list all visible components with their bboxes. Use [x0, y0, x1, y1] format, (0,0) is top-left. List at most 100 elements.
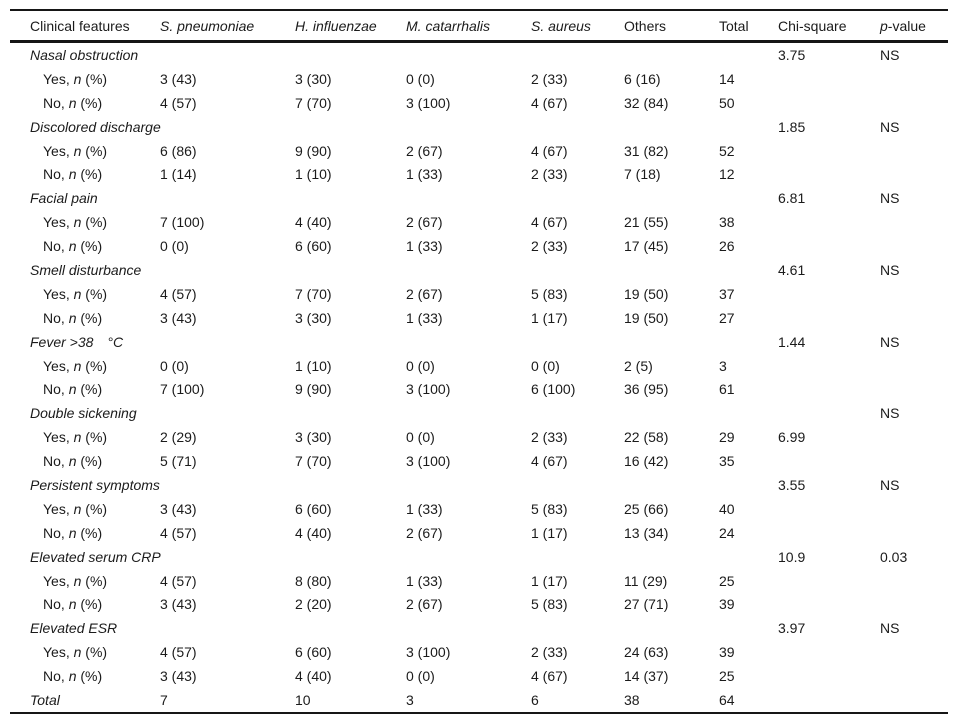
value-cell: 4 (57) [160, 572, 197, 589]
feature-label: Fever >38 °C [30, 333, 124, 350]
no-row: No, n (%) 3 (43) 4 (40) 0 (0) 4 (67) 14 (37) 2… [10, 664, 948, 688]
p-value-cell [880, 306, 948, 330]
p-value-cell: NS [880, 476, 900, 493]
text-part: No, [43, 166, 69, 183]
value-cell: 27 (71) [624, 596, 669, 613]
no-label-cell: No, n (%) [10, 521, 160, 545]
table-header: Clinical features S. pneumoniae H. influen… [10, 10, 948, 43]
feature-label: Persistent symptoms [30, 476, 160, 493]
value-cell [719, 115, 778, 139]
text-part: (%) [81, 644, 108, 661]
value-cell [719, 186, 778, 210]
feature-label-cell: Nasal obstruction [10, 42, 160, 67]
value-cell: 24 [719, 524, 735, 541]
table-body: Nasal obstruction 3.75 NS Yes, n (%) 3 (43) 3… [10, 42, 948, 713]
value-cell [624, 401, 719, 425]
yes-row: Yes, n (%) 2 (29) 3 (30) 0 (0) 2 (33) 22 (58)… [10, 425, 948, 449]
value-cell: 4 (57) [160, 285, 197, 302]
value-cell: 21 (55) [624, 214, 669, 231]
value-cell: 32 (84) [624, 94, 669, 111]
value-cell: 0 (0) [160, 238, 189, 255]
value-cell [531, 473, 624, 497]
column-header: Others [624, 10, 719, 43]
value-cell: 38 [719, 214, 735, 231]
p-value-cell [880, 67, 948, 91]
feature-label: Nasal obstruction [30, 46, 139, 63]
chi-square-cell [778, 306, 880, 330]
value-cell: 9 (90) [295, 381, 332, 398]
text-part: (%) [81, 357, 108, 374]
text-part: (%) [76, 94, 103, 111]
no-label-cell: No, n (%) [10, 234, 160, 258]
p-value-cell: NS [880, 118, 900, 135]
text-part: Chi-square [778, 17, 847, 34]
no-label-cell: No, n (%) [10, 664, 160, 688]
value-cell [719, 330, 778, 354]
value-cell [160, 330, 295, 354]
value-cell: 2 (29) [160, 429, 197, 446]
value-cell: 7 (100) [160, 214, 205, 231]
p-value-cell [880, 497, 948, 521]
column-header: Total [719, 10, 778, 43]
text-part: (%) [76, 596, 103, 613]
value-cell [531, 616, 624, 640]
p-value-cell [880, 162, 948, 186]
value-cell: 1 (14) [160, 166, 197, 183]
value-cell [406, 330, 531, 354]
p-value-cell [880, 234, 948, 258]
yes-label-cell: Yes, n (%) [10, 282, 160, 306]
text-part: n [73, 500, 82, 517]
text-part: (%) [81, 70, 108, 87]
text-part: (%) [81, 572, 108, 589]
value-cell [624, 473, 719, 497]
value-cell: 19 (50) [624, 285, 669, 302]
chi-square-cell [778, 569, 880, 593]
text-part: n [68, 453, 77, 470]
value-cell: 3 (100) [406, 381, 451, 398]
text-part: n [68, 596, 77, 613]
value-cell: 3 (100) [406, 453, 451, 470]
value-cell: 52 [719, 142, 735, 159]
no-row: No, n (%) 0 (0) 6 (60) 1 (33) 2 (33) 17 (45) 2… [10, 234, 948, 258]
text-part: No, [43, 524, 69, 541]
value-cell: 3 [719, 357, 727, 374]
value-cell [531, 258, 624, 282]
chi-square-cell: 6.81 [778, 190, 806, 207]
feature-row: Smell disturbance 4.61 NS [10, 258, 948, 282]
value-cell [295, 258, 406, 282]
value-cell [160, 258, 295, 282]
yes-row: Yes, n (%) 7 (100) 4 (40) 2 (67) 4 (67) 21 (5… [10, 210, 948, 234]
value-cell [531, 401, 624, 425]
yes-label-cell: Yes, n (%) [10, 67, 160, 91]
value-cell [531, 42, 624, 67]
p-value-cell: NS [880, 405, 900, 422]
yes-row: Yes, n (%) 4 (57) 8 (80) 1 (33) 1 (17) 11 (29… [10, 569, 948, 593]
yes-label-cell: Yes, n (%) [10, 210, 160, 234]
value-cell: 14 [719, 70, 735, 87]
value-cell [295, 330, 406, 354]
yes-label-cell: Yes, n (%) [10, 569, 160, 593]
value-cell: 1 (17) [531, 309, 568, 326]
text-part: (%) [76, 524, 103, 541]
text-part: Yes, [43, 644, 74, 661]
yes-row: Yes, n (%) 0 (0) 1 (10) 0 (0) 0 (0) 2 (5) 3 [10, 354, 948, 378]
value-cell [624, 330, 719, 354]
value-cell [160, 616, 295, 640]
value-cell: 36 (95) [624, 381, 669, 398]
value-cell [160, 115, 295, 139]
text-part: Total [719, 17, 749, 34]
value-cell: 8 (80) [295, 572, 332, 589]
text-part: n [68, 94, 77, 111]
p-value-cell [880, 91, 948, 115]
value-cell [406, 616, 531, 640]
p-value-cell [880, 640, 948, 664]
total-row: Total 7 10 3 6 38 64 [10, 688, 948, 713]
column-header: p-value [880, 10, 948, 43]
feature-row: Persistent symptoms 3.55 NS [10, 473, 948, 497]
value-cell: 2 (67) [406, 214, 443, 231]
text-part: Yes, [43, 285, 74, 302]
chi-square-cell: 4.61 [778, 261, 806, 278]
text-part: Clinical features [30, 17, 130, 34]
chi-square-cell: 3.55 [778, 476, 806, 493]
p-value-cell [880, 592, 948, 616]
